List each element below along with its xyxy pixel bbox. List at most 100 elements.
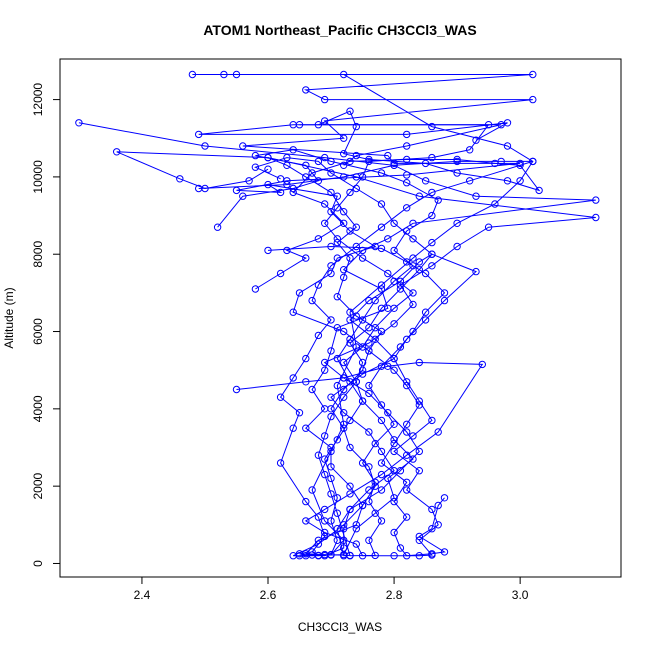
data-point [428,238,436,247]
data-point [340,385,348,394]
data-point [377,169,386,177]
data-point [529,95,537,104]
data-point [409,254,417,262]
data-point [377,401,386,409]
data-point [314,451,323,459]
data-point [327,517,335,525]
data-point [384,151,392,160]
data-point [390,304,398,312]
data-point [371,296,379,305]
data-point [409,235,417,243]
data-point [453,155,461,164]
series-line-5 [217,149,439,557]
data-point [365,381,373,390]
data-point [390,528,398,537]
data-point [327,474,335,483]
data-point [390,552,398,560]
data-point [314,281,323,289]
data-point [327,443,335,452]
data-point [377,223,386,231]
data-point [516,159,524,168]
data-point [327,188,335,197]
data-point [346,443,354,452]
data-point [346,482,354,490]
data-point [396,544,405,552]
data-point [251,151,260,160]
data-point [283,161,291,170]
data-point [352,540,360,548]
data-point [415,192,423,200]
data-point [289,146,297,154]
data-point [421,159,430,168]
data-point [377,470,386,479]
data-point [377,486,386,494]
data-point [321,95,329,104]
data-point [340,150,348,158]
data-point [308,385,316,394]
data-point [321,432,329,440]
data-point [472,267,480,276]
data-point [346,416,354,425]
data-point [314,540,323,548]
data-point [440,296,449,305]
x-tick-label: 3.0 [512,588,529,602]
data-point [327,157,335,166]
data-point [340,219,348,228]
data-point [365,463,373,471]
data-point [415,552,423,560]
data-point [302,254,310,262]
data-point [276,269,285,278]
data-point [340,161,348,170]
data-point [346,157,354,166]
data-point [327,463,335,471]
data-point [346,339,354,347]
data-point [314,177,323,185]
data-point [352,223,360,231]
data-point [195,184,203,193]
y-axis: 0 2000 4000 6000 8000 10000 12000 [31,83,61,567]
data-point [403,486,411,494]
data-point [333,381,341,390]
data-point [321,200,329,208]
data-point [365,389,373,398]
data-point [321,358,329,367]
y-tick-label: 4000 [31,395,45,422]
data-point [428,525,436,533]
data-point [421,269,430,278]
data-point [453,157,461,166]
data-point [358,254,367,262]
data-point [440,289,449,297]
data-point [384,235,392,243]
data-point [346,490,354,498]
data-point [276,393,285,401]
data-point [415,358,423,367]
data-point [352,151,360,160]
data-point [403,513,411,521]
data-point [340,273,348,282]
data-point [340,358,348,367]
data-point [314,513,323,521]
data-point [390,366,398,374]
data-point [327,262,335,270]
data-point [409,455,417,463]
data-point [352,184,360,193]
data-point [365,536,373,544]
y-tick-label: 6000 [31,318,45,345]
data-point [421,308,430,316]
data-point [75,119,83,127]
data-point [409,327,417,336]
data-point [478,360,486,369]
data-point [340,70,348,79]
data-point [213,223,222,231]
data-point [503,142,512,150]
data-point [453,242,461,251]
data-point [340,266,348,274]
y-tick-label: 8000 [31,241,45,268]
data-point [453,169,461,177]
data-point [503,177,512,185]
data-point [377,517,386,525]
data-point [302,497,310,506]
data-point [308,548,316,556]
data-point [384,269,392,278]
data-point [295,289,304,297]
